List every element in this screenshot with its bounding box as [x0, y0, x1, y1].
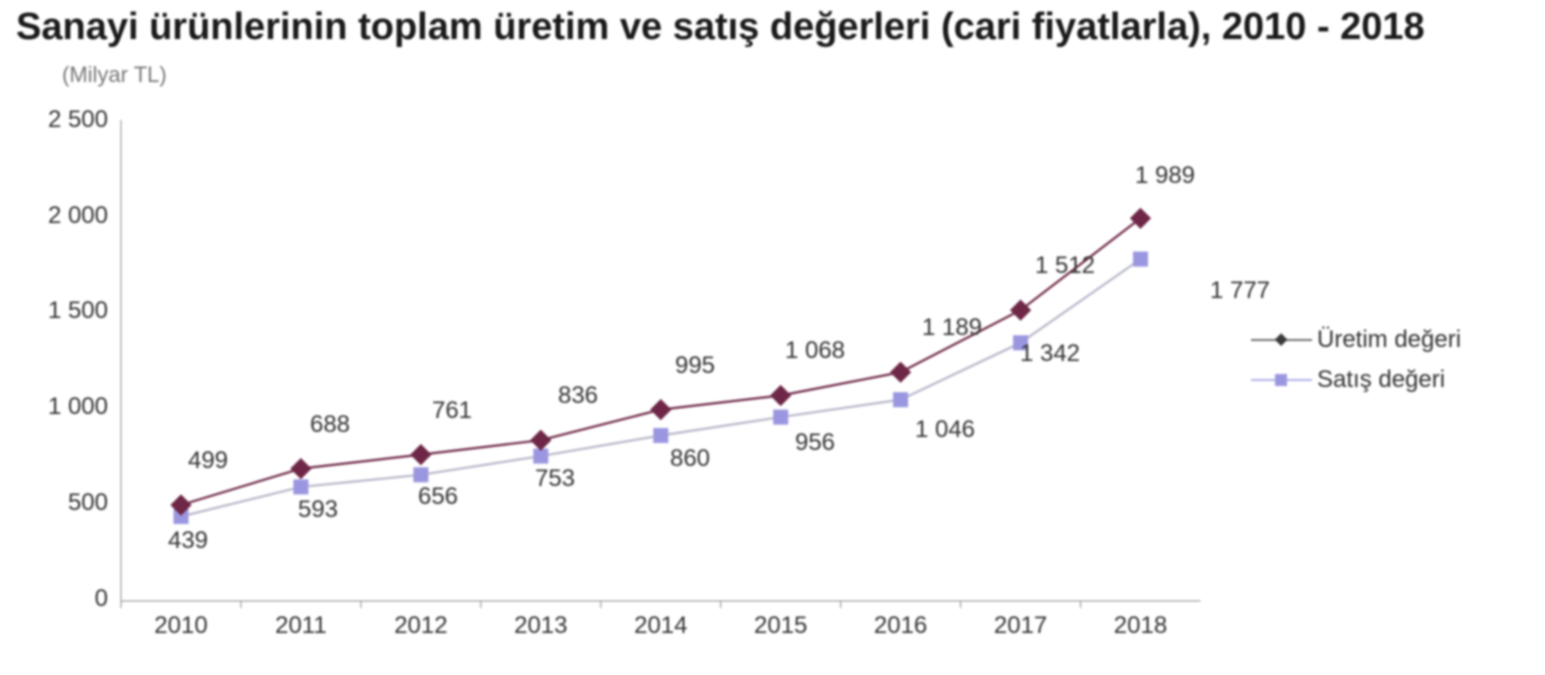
svg-text:2017: 2017	[994, 612, 1047, 639]
svg-text:860: 860	[670, 445, 710, 472]
svg-text:656: 656	[418, 483, 458, 510]
svg-text:2011: 2011	[275, 612, 327, 639]
svg-text:995: 995	[675, 352, 715, 379]
svg-text:439: 439	[168, 527, 208, 554]
svg-text:1 068: 1 068	[785, 337, 845, 364]
svg-text:0: 0	[95, 585, 108, 612]
svg-text:2015: 2015	[754, 612, 807, 639]
svg-text:Üretim değeri: Üretim değeri	[1317, 326, 1461, 353]
svg-text:593: 593	[298, 496, 338, 523]
svg-text:2018: 2018	[1114, 612, 1167, 639]
svg-text:1 189: 1 189	[922, 314, 982, 341]
svg-text:1 777: 1 777	[1210, 277, 1270, 304]
svg-text:1 500: 1 500	[48, 297, 108, 324]
svg-text:499: 499	[188, 447, 228, 474]
svg-text:1 000: 1 000	[48, 393, 108, 420]
svg-text:Satış değeri: Satış değeri	[1317, 366, 1445, 393]
svg-text:761: 761	[432, 397, 472, 424]
svg-text:2 000: 2 000	[48, 202, 108, 229]
svg-text:836: 836	[558, 382, 598, 409]
svg-text:2013: 2013	[514, 612, 567, 639]
svg-text:2016: 2016	[874, 612, 927, 639]
svg-text:1 342: 1 342	[1020, 340, 1080, 367]
svg-text:1 512: 1 512	[1035, 252, 1095, 279]
svg-text:500: 500	[68, 489, 108, 516]
svg-text:2014: 2014	[634, 612, 687, 639]
svg-text:1 989: 1 989	[1135, 162, 1195, 189]
svg-text:2012: 2012	[394, 612, 447, 639]
svg-text:688: 688	[310, 411, 350, 438]
svg-text:956: 956	[795, 429, 835, 456]
svg-text:753: 753	[535, 465, 575, 492]
svg-text:1 046: 1 046	[915, 416, 975, 443]
svg-text:2010: 2010	[154, 612, 207, 639]
svg-text:2 500: 2 500	[48, 106, 108, 133]
